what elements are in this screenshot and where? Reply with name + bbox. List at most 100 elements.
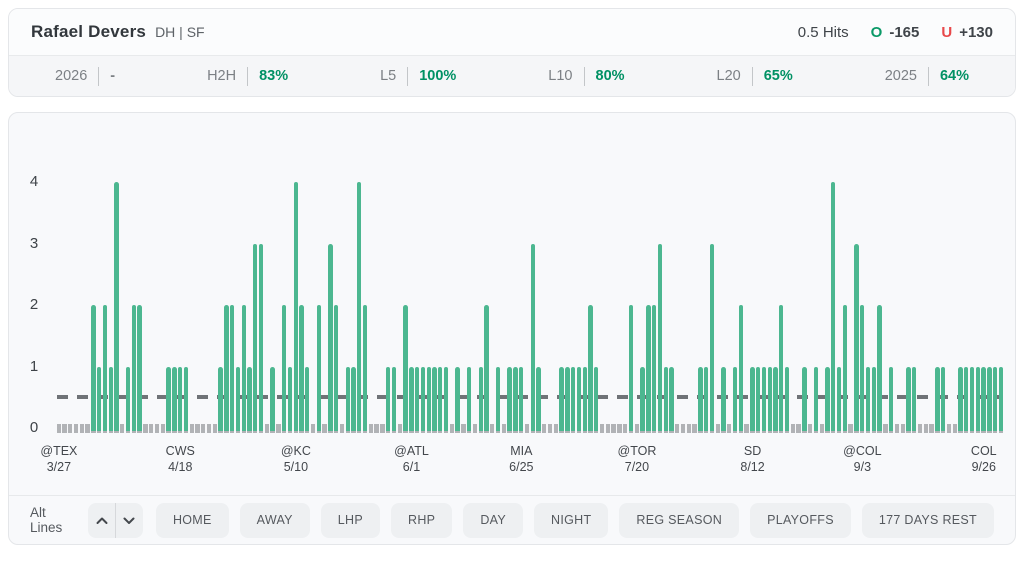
- game-hits-bar[interactable]: [108, 366, 113, 431]
- game-hits-bar[interactable]: [357, 182, 362, 431]
- game-hits-bar[interactable]: [235, 366, 241, 431]
- game-hits-bar[interactable]: [247, 366, 252, 431]
- filter-button-rhp[interactable]: RHP: [391, 502, 453, 538]
- game-hits-bar[interactable]: [536, 366, 541, 431]
- filter-button-day[interactable]: DAY: [463, 502, 523, 538]
- game-hits-bar[interactable]: [362, 305, 368, 431]
- game-hits-bar[interactable]: [414, 366, 420, 431]
- game-hits-bar[interactable]: [576, 366, 582, 431]
- game-hits-bar[interactable]: [282, 305, 287, 431]
- game-hits-bar[interactable]: [709, 243, 715, 431]
- game-hits-bar[interactable]: [455, 366, 460, 431]
- game-hits-bar[interactable]: [507, 366, 512, 431]
- game-hits-bar[interactable]: [224, 305, 229, 431]
- game-hits-bar[interactable]: [495, 366, 501, 431]
- game-hits-bar[interactable]: [628, 305, 634, 431]
- game-hits-bar[interactable]: [981, 366, 986, 431]
- game-hits-bar[interactable]: [299, 305, 304, 431]
- game-hits-bar[interactable]: [218, 366, 223, 431]
- filter-button-reg-season[interactable]: REG SEASON: [619, 502, 740, 538]
- game-hits-bar[interactable]: [958, 366, 963, 431]
- game-hits-bar[interactable]: [969, 366, 975, 431]
- game-hits-bar[interactable]: [906, 366, 911, 431]
- game-hits-bar[interactable]: [888, 366, 894, 431]
- game-hits-bar[interactable]: [860, 305, 865, 431]
- game-hits-bar[interactable]: [646, 305, 651, 431]
- game-hits-bar[interactable]: [97, 366, 102, 431]
- game-hits-bar[interactable]: [987, 366, 992, 431]
- filter-button-night[interactable]: NIGHT: [534, 502, 609, 538]
- game-hits-bar[interactable]: [802, 366, 807, 431]
- game-hits-bar[interactable]: [334, 305, 339, 431]
- game-hits-bar[interactable]: [466, 366, 472, 431]
- game-hits-bar[interactable]: [912, 366, 917, 431]
- game-hits-bar[interactable]: [779, 305, 784, 431]
- game-hits-bar[interactable]: [750, 366, 755, 431]
- game-hits-bar[interactable]: [114, 182, 119, 431]
- game-hits-bar[interactable]: [345, 366, 350, 431]
- game-hits-bar[interactable]: [409, 366, 414, 431]
- game-hits-bar[interactable]: [998, 366, 1004, 431]
- game-hits-bar[interactable]: [871, 366, 876, 431]
- game-hits-bar[interactable]: [842, 305, 848, 431]
- game-hits-bar[interactable]: [975, 366, 980, 431]
- game-hits-bar[interactable]: [854, 243, 859, 431]
- game-hits-bar[interactable]: [721, 366, 726, 431]
- game-hits-bar[interactable]: [328, 243, 333, 431]
- filter-button-away[interactable]: AWAY: [239, 502, 310, 538]
- game-hits-bar[interactable]: [571, 366, 576, 431]
- game-hits-bar[interactable]: [594, 366, 599, 431]
- game-hits-bar[interactable]: [177, 366, 183, 431]
- game-hits-bar[interactable]: [831, 182, 836, 431]
- game-hits-bar[interactable]: [351, 366, 356, 431]
- game-hits-bar[interactable]: [229, 305, 235, 431]
- game-hits-bar[interactable]: [287, 366, 293, 431]
- game-hits-bar[interactable]: [316, 305, 322, 431]
- game-hits-bar[interactable]: [813, 366, 819, 431]
- alt-line-down-button[interactable]: [116, 503, 143, 538]
- filter-button-playoffs[interactable]: PLAYOFFS: [750, 502, 851, 538]
- game-hits-bar[interactable]: [183, 366, 189, 431]
- game-hits-bar[interactable]: [940, 366, 946, 431]
- game-hits-bar[interactable]: [935, 366, 940, 431]
- game-hits-bar[interactable]: [270, 366, 275, 431]
- game-hits-bar[interactable]: [386, 366, 391, 431]
- filter-button-lhp[interactable]: LHP: [320, 502, 381, 538]
- game-hits-bar[interactable]: [825, 366, 830, 431]
- game-hits-bar[interactable]: [519, 366, 524, 431]
- game-hits-bar[interactable]: [784, 366, 790, 431]
- game-hits-bar[interactable]: [484, 305, 489, 431]
- game-hits-bar[interactable]: [703, 366, 709, 431]
- game-hits-bar[interactable]: [513, 366, 518, 431]
- game-hits-bar[interactable]: [420, 366, 426, 431]
- game-hits-bar[interactable]: [657, 243, 663, 431]
- game-hits-bar[interactable]: [732, 366, 738, 431]
- game-hits-bar[interactable]: [478, 366, 483, 431]
- game-hits-bar[interactable]: [443, 366, 449, 431]
- game-hits-bar[interactable]: [403, 305, 408, 431]
- game-hits-bar[interactable]: [166, 366, 171, 431]
- game-hits-bar[interactable]: [253, 243, 258, 431]
- game-hits-bar[interactable]: [258, 243, 264, 431]
- game-hits-bar[interactable]: [426, 366, 431, 431]
- filter-button-home[interactable]: HOME: [155, 502, 229, 538]
- game-hits-bar[interactable]: [588, 305, 593, 431]
- game-hits-bar[interactable]: [663, 366, 668, 431]
- game-hits-bar[interactable]: [767, 366, 772, 431]
- game-hits-bar[interactable]: [391, 366, 397, 431]
- game-hits-bar[interactable]: [761, 366, 767, 431]
- game-hits-bar[interactable]: [172, 366, 177, 431]
- game-hits-bar[interactable]: [993, 366, 998, 431]
- game-hits-bar[interactable]: [773, 366, 778, 431]
- game-hits-bar[interactable]: [651, 305, 657, 431]
- game-hits-bar[interactable]: [669, 366, 674, 431]
- game-hits-bar[interactable]: [877, 305, 882, 431]
- game-hits-bar[interactable]: [293, 182, 298, 431]
- game-hits-bar[interactable]: [432, 366, 437, 431]
- game-hits-bar[interactable]: [559, 366, 564, 431]
- game-hits-bar[interactable]: [756, 366, 761, 431]
- game-hits-bar[interactable]: [91, 305, 96, 431]
- game-hits-bar[interactable]: [102, 305, 108, 431]
- game-hits-bar[interactable]: [131, 305, 137, 431]
- game-hits-bar[interactable]: [836, 366, 842, 431]
